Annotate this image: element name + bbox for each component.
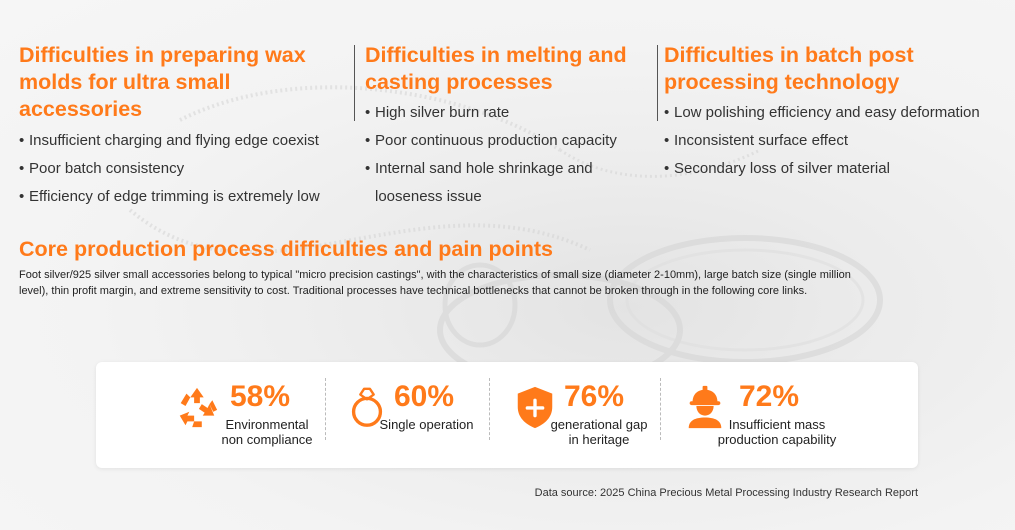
list-item: High silver burn rate [365, 99, 650, 127]
section-description: Foot silver/925 silver small accessories… [19, 269, 851, 297]
stat-label: Insufficient mass production capability [702, 417, 852, 447]
list-item: Poor batch consistency [19, 155, 354, 183]
list-item: Efficiency of edge trimming is extremely… [19, 183, 354, 211]
stat-value: 58% [230, 380, 291, 413]
stat-label-line: non compliance [221, 432, 313, 447]
stat-label-line: production capability [717, 432, 837, 447]
stats-card: 58% Environmental non compliance 60% Sin… [96, 362, 918, 468]
column-list-melting-casting: High silver burn rate Poor continuous pr… [365, 99, 650, 211]
stat-label-line: in heritage [568, 432, 630, 447]
data-source-note: Data source: 2025 China Precious Metal P… [534, 487, 918, 499]
stat-value: 76% [564, 380, 625, 413]
recycle-icon [179, 387, 218, 428]
stat-label-line: Single operation [379, 417, 474, 432]
stat-label: Single operation [374, 417, 479, 432]
stat-value: 60% [394, 380, 455, 413]
column-title-post-processing: Difficulties in batch post processing te… [664, 43, 914, 94]
shield-plus-icon [517, 386, 553, 429]
list-item: Low polishing efficiency and easy deform… [664, 99, 1014, 127]
column-title-melting-casting: Difficulties in melting and casting proc… [365, 43, 627, 94]
stat-separator [489, 378, 490, 440]
list-item: Inconsistent surface effect [664, 127, 1014, 155]
ring-icon [351, 387, 383, 427]
stat-mass-production: 72% Insufficient mass production capabil… [682, 362, 852, 468]
list-item: Insufficient charging and flying edge co… [19, 127, 354, 155]
stat-single-operation: 60% Single operation [344, 362, 484, 468]
list-item: Internal sand hole shrinkage and loosene… [365, 155, 650, 211]
stat-value: 72% [739, 380, 800, 413]
section-title: Core production process difficulties and… [19, 237, 553, 261]
stat-label-line: Environmental [225, 417, 309, 432]
stat-label: generational gap in heritage [538, 417, 660, 447]
column-divider [354, 45, 355, 121]
stat-separator [660, 378, 661, 440]
column-divider [657, 45, 658, 121]
column-title-wax-molds: Difficulties in preparing wax molds for … [19, 43, 306, 121]
stat-separator [325, 378, 326, 440]
stat-label: Environmental non compliance [212, 417, 322, 447]
worker-icon [688, 385, 722, 429]
column-list-post-processing: Low polishing efficiency and easy deform… [664, 99, 1014, 183]
stat-label-line: generational gap [550, 417, 648, 432]
column-list-wax-molds: Insufficient charging and flying edge co… [19, 127, 354, 211]
list-item: Secondary loss of silver material [664, 155, 1014, 183]
stat-label-line: Insufficient mass [728, 417, 826, 432]
stat-environmental: 58% Environmental non compliance [174, 362, 324, 468]
stat-generational-gap: 76% generational gap in heritage [512, 362, 662, 468]
list-item: Poor continuous production capacity [365, 127, 650, 155]
